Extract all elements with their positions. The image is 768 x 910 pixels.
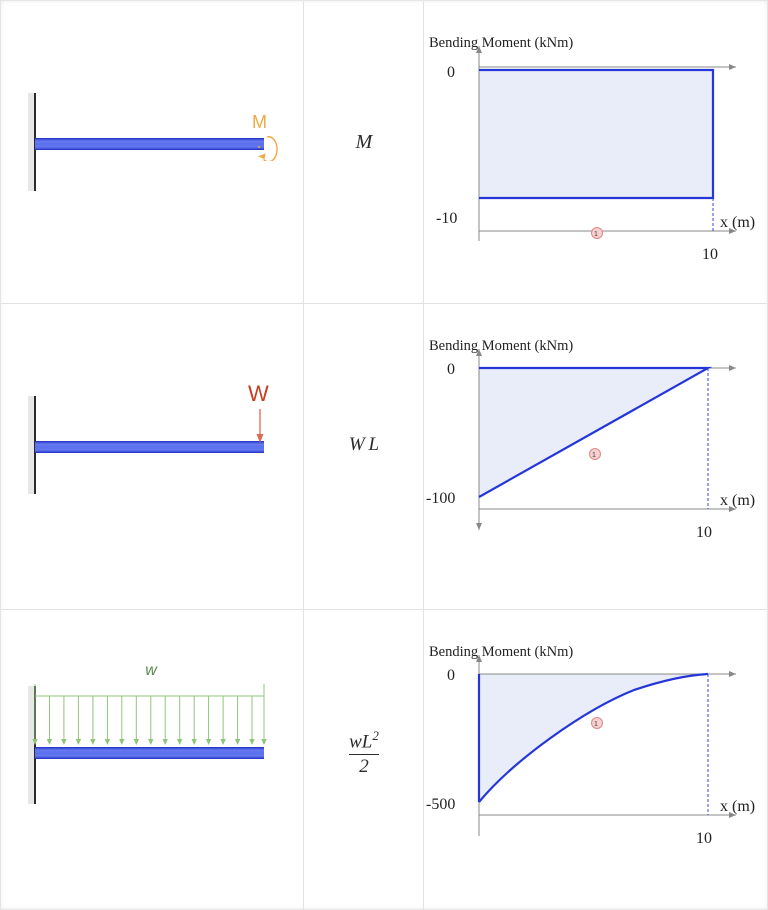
svg-text:x (m): x (m)	[720, 492, 755, 509]
svg-text:-100: -100	[426, 490, 455, 507]
svg-text:0: 0	[447, 361, 455, 378]
svg-text:x (m): x (m)	[720, 214, 755, 231]
svg-text:0: 0	[447, 667, 455, 684]
svg-text:10: 10	[702, 246, 718, 263]
svg-text:Bending Moment (kNm): Bending Moment (kNm)	[429, 35, 573, 51]
svg-text:-500: -500	[426, 796, 455, 813]
svg-text:Bending Moment (kNm): Bending Moment (kNm)	[429, 338, 573, 354]
svg-text:1: 1	[594, 231, 598, 238]
svg-text:10: 10	[696, 524, 712, 541]
svg-text:10: 10	[696, 830, 712, 847]
svg-text:-10: -10	[436, 210, 457, 227]
svg-text:Bending Moment (kNm): Bending Moment (kNm)	[429, 644, 573, 660]
svg-text:0: 0	[447, 64, 455, 81]
svg-text:w: w	[145, 662, 158, 679]
svg-text:W: W	[248, 381, 269, 406]
svg-text:1: 1	[592, 452, 596, 459]
svg-text:1: 1	[594, 721, 598, 728]
svg-text:x (m): x (m)	[720, 798, 755, 815]
svg-text:M: M	[252, 112, 267, 132]
